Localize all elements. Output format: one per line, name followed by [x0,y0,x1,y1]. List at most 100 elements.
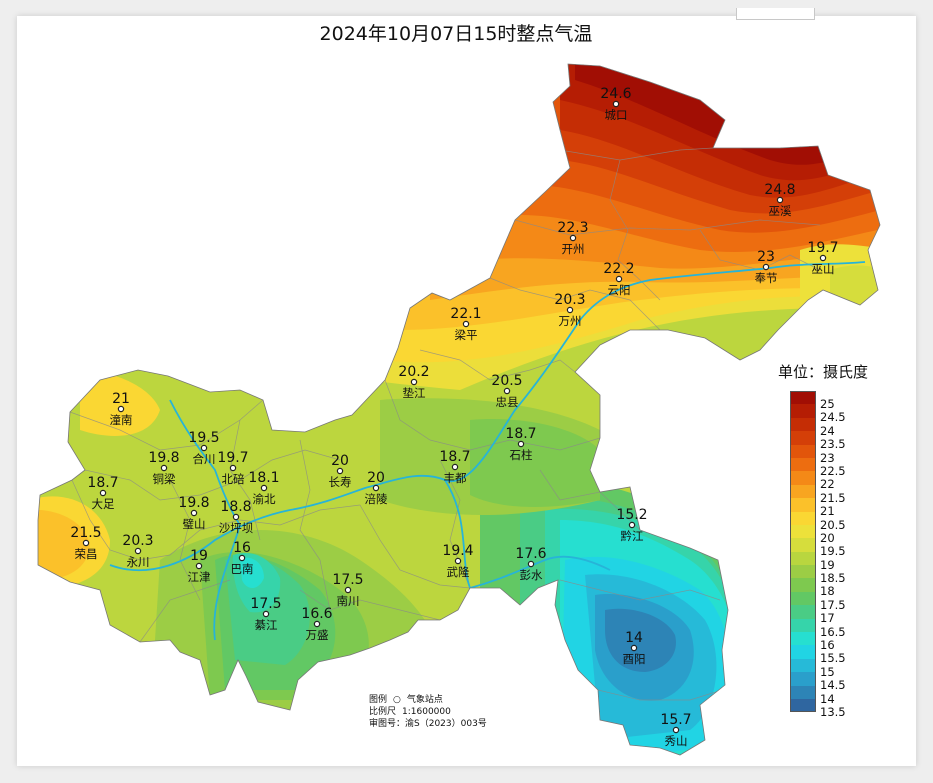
station-marker-icon [762,263,770,271]
station-marker-icon [238,554,246,562]
station-name: 沙坪坝 [219,521,254,535]
scale-tick-label: 14.5 [820,678,846,693]
station-marker-icon [672,726,680,734]
station-temperature: 21.5 [70,525,101,541]
scale-swatch [790,685,816,699]
station-name: 永川 [127,555,150,569]
scale-tick-label: 14 [820,691,835,706]
station-temperature: 22.3 [557,220,588,236]
station-32: 14 酉阳 [623,630,646,666]
station-layer: 24.6 城口 24.8 巫溪 22.3 开州 22.2 云阳 23 奉节 19.7 巫山 22.1 梁平… [70,86,838,748]
scale-swatch [790,658,816,673]
scale-tick-label: 21.5 [820,490,846,505]
station-name: 奉节 [755,271,778,285]
scale-tick-label: 23.5 [820,437,846,452]
station-temperature: 18.8 [220,499,251,515]
station-marker-icon [566,306,574,314]
station-name: 巫山 [812,262,835,276]
station-name: 武隆 [447,565,470,579]
station-temperature: 19 [190,548,208,564]
scale-swatch [790,417,816,432]
station-name: 丰都 [444,471,467,485]
station-name: 长寿 [329,475,352,489]
station-19: 20 涪陵 [365,470,388,506]
scale-tick-label: 22.5 [820,463,846,478]
station-marker-icon [819,254,827,262]
station-3: 22.2 云阳 [603,261,634,297]
scale-tick-label: 22 [820,477,835,492]
scale-tick-label: 19 [820,557,835,572]
scale-swatch [790,565,816,579]
station-temperature: 19.4 [442,543,473,559]
scale-swatch [790,538,816,552]
station-name: 垫江 [403,386,426,400]
station-20: 18.7 丰都 [439,449,470,485]
color-scale [790,391,816,713]
station-5: 19.7 巫山 [807,240,838,276]
station-temperature: 18.7 [439,449,470,465]
station-name: 潼南 [110,413,133,427]
station-temperature: 24.6 [600,86,631,102]
toolbar-button[interactable] [736,8,815,20]
map-title: 2024年10月07日15时整点气温 [319,23,593,45]
station-27: 17.5 綦江 [250,596,281,632]
station-marker-icon [190,509,198,517]
station-21: 18.7 石柱 [505,426,536,462]
station-temperature: 18.1 [248,470,279,486]
station-13: 19.7 北碚 [217,450,248,486]
station-temperature: 24.8 [764,182,795,198]
station-marker-icon [195,562,203,570]
station-25: 16 巴南 [231,540,254,576]
station-name: 巴南 [231,562,254,576]
scale-tick-label: 25 [820,397,835,411]
scale-value: 1:1600000 [402,707,451,717]
station-30: 17.6 彭水 [515,546,546,582]
scale-tick-label: 15.5 [820,651,846,666]
station-temperature: 19.7 [217,450,248,466]
station-marker-icon [612,100,620,108]
station-24: 19 江津 [188,548,211,584]
station-temperature: 15.2 [616,507,647,523]
station-marker-icon [232,513,240,521]
station-1: 24.8 巫溪 [764,182,795,218]
station-temperature: 17.5 [332,572,363,588]
scale-swatch [790,431,816,445]
scale-tick-label: 24 [820,423,835,438]
station-name: 石柱 [510,448,533,462]
station-temperature: 19.8 [148,450,179,466]
station-marker-icon [336,467,344,475]
scale-swatch [790,578,816,592]
station-name: 巫溪 [769,204,792,218]
station-temperature: 19.8 [178,495,209,511]
scale-swatch [790,672,816,686]
scale-swatch [790,404,816,418]
station-name: 彭水 [520,568,543,582]
station-29: 19.4 武隆 [442,543,473,579]
station-marker-icon [200,444,208,452]
map-footnote: 图例 ○ 气象站点 比例尺 1:1600000 审图号：渝S（2023）003号 [369,694,487,730]
scale-swatch [790,484,816,499]
scale-swatch [790,471,816,485]
station-26: 17.5 南川 [332,572,363,608]
station-marker-icon [462,320,470,328]
station-temperature: 22.1 [450,306,481,322]
station-temperature: 20 [331,453,349,469]
map-approval-number: 审图号：渝S（2023）003号 [369,719,487,729]
station-symbol-icon: ○ [393,695,401,705]
station-marker-icon [344,586,352,594]
station-marker-icon [134,547,142,555]
station-marker-icon [82,539,90,547]
station-14: 18.1 渝北 [248,470,279,506]
station-8: 20.2 垫江 [398,364,429,400]
scale-swatch [790,632,816,646]
station-name: 城口 [605,108,628,122]
station-18: 20 长寿 [329,453,352,489]
scale-tick-label: 17 [820,611,835,626]
station-31: 15.2 黔江 [616,507,647,543]
station-name: 开州 [562,242,585,256]
scale-swatch [790,551,816,566]
scale-swatch [790,444,816,458]
scale-tick-label: 18 [820,584,835,599]
scale-tick-label: 16 [820,638,835,653]
